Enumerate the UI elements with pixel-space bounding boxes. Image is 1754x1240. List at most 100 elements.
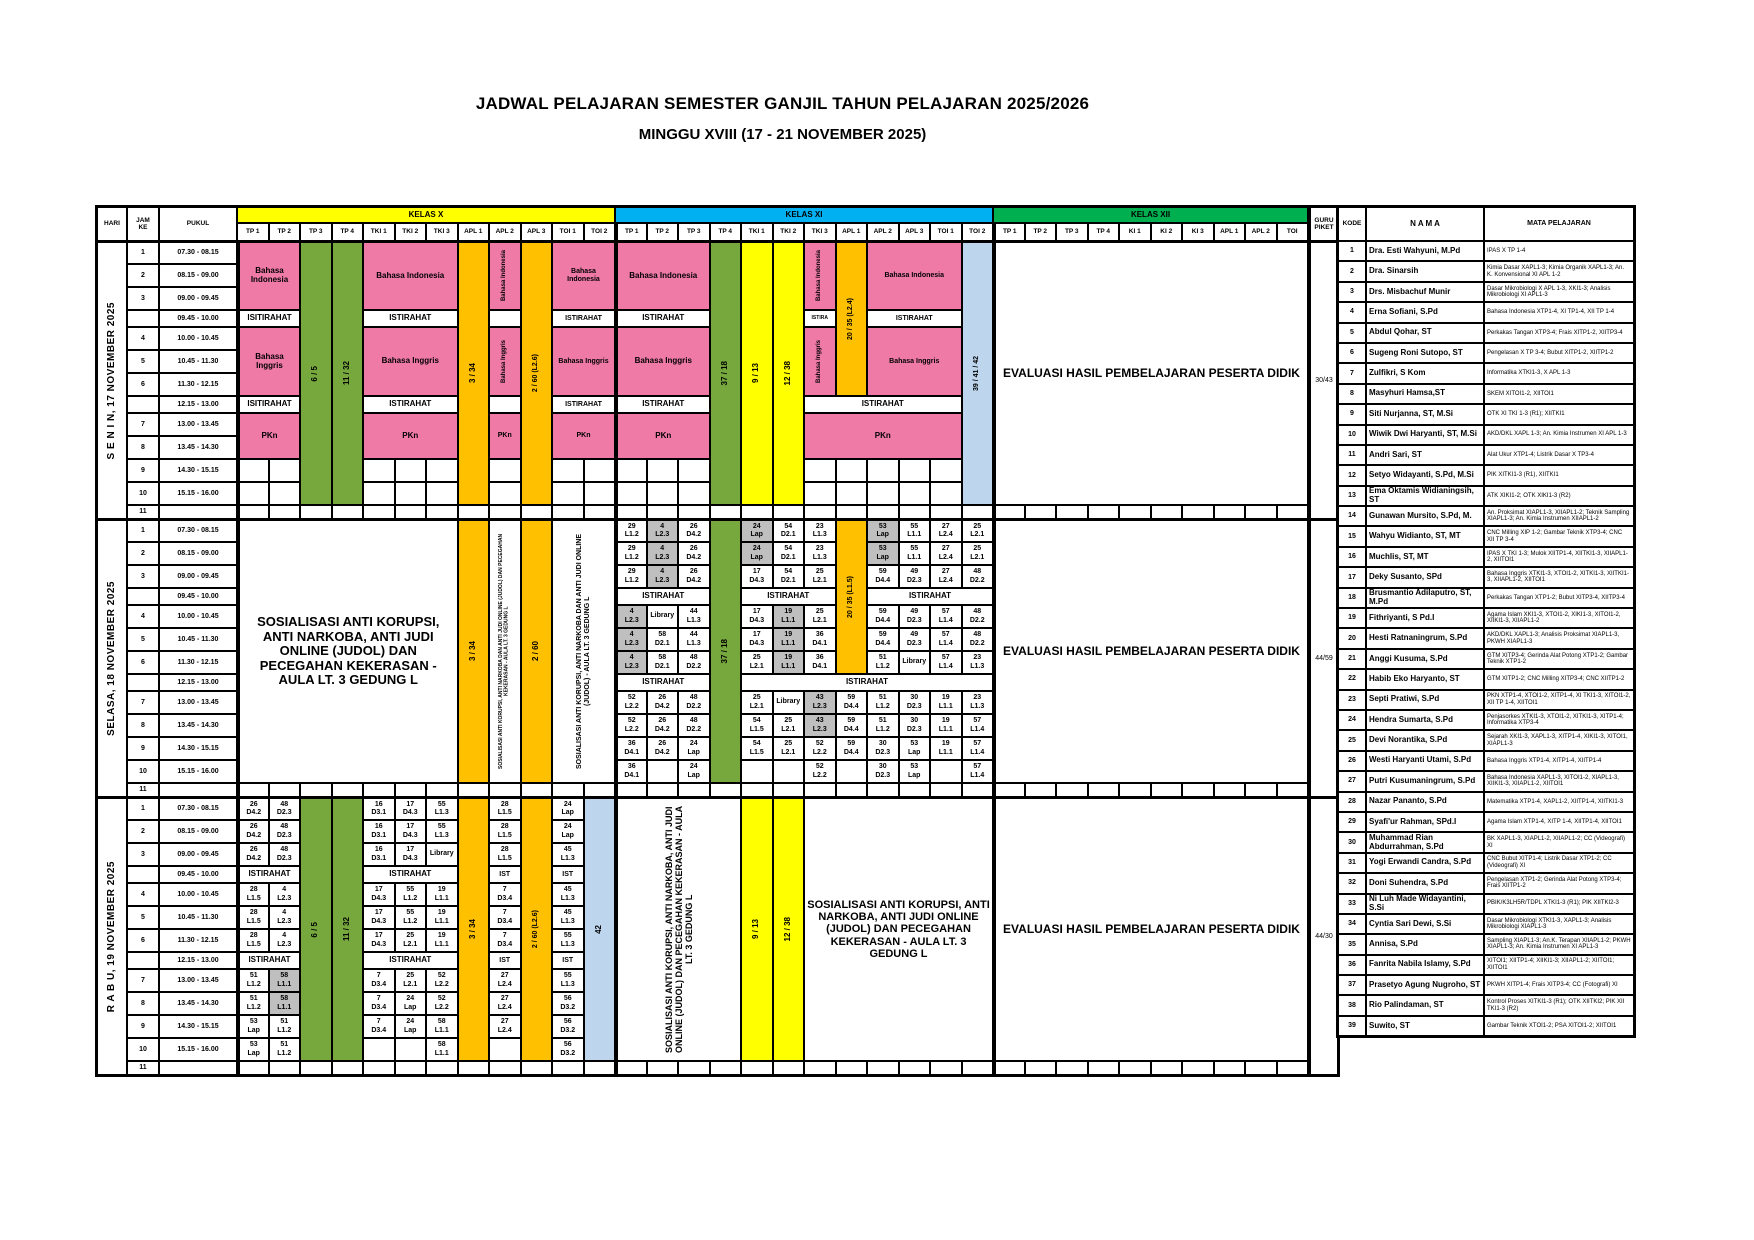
period-number <box>127 866 159 883</box>
schedule-block: ISTIRAHAT <box>552 396 615 413</box>
schedule-cell: 57 L1.4 <box>961 760 993 783</box>
schedule-block: 3 / 34 <box>457 519 489 783</box>
period-time: 10.45 - 11.30 <box>159 628 237 651</box>
schedule-cell: 17 D4.3 <box>741 565 773 588</box>
schedule-cell: 17 D4.3 <box>741 628 773 651</box>
empty-cell <box>867 459 899 482</box>
schedule-cell: 48 D2.2 <box>678 691 710 714</box>
period-time: 13.00 - 13.45 <box>159 413 237 436</box>
schedule-block: ISITIRAHAT <box>237 310 300 327</box>
teacher-subjects: PBIK/K3LH5R/TDPL XTKI1-3 (R1); PIK XIITK… <box>1484 893 1634 914</box>
header-class-column: APL 2 <box>489 223 521 241</box>
empty-cell <box>583 783 615 797</box>
empty-cell <box>583 505 615 519</box>
header-class-column: TP 4 <box>1087 223 1119 241</box>
empty-cell <box>363 505 395 519</box>
schedule-cell: 23 L1.3 <box>961 651 993 674</box>
day-label: SELASA, 18 NOVEMBER 2025 <box>97 519 127 797</box>
teacher-kode: 23 <box>1338 689 1366 710</box>
teacher-name: Dra. Esti Wahyuni, M.Pd <box>1366 241 1484 262</box>
schedule-block: ISTIRAHAT <box>615 588 710 605</box>
empty-cell <box>835 760 867 783</box>
schedule-cell: 30 D2.3 <box>867 760 899 783</box>
teacher-kode: 13 <box>1338 485 1366 507</box>
period-time: 09.45 - 10.00 <box>159 588 237 605</box>
schedule-cell: 56 D3.2 <box>552 1015 584 1038</box>
document-title: JADWAL PELAJARAN SEMESTER GANJIL TAHUN P… <box>95 94 1470 143</box>
schedule-block: IST <box>489 866 521 883</box>
teacher-subjects: BK XAPL1-3, XIAPL1-2, XIIAPL1-2; CC (Vid… <box>1484 832 1634 853</box>
teacher-name: Masyhuri Hamsa,ST <box>1366 383 1484 405</box>
schedule-cell: 7 D3.4 <box>489 906 521 929</box>
teacher-subjects: Pengelasan X TP 3-4; Bubut XITP1-2, XIIT… <box>1484 342 1634 364</box>
period-number <box>127 396 159 413</box>
header-class-column: APL 1 <box>1213 223 1245 241</box>
schedule-cell: 17 D4.3 <box>363 883 395 906</box>
schedule-cell: 25 L2.1 <box>772 737 804 760</box>
empty-cell <box>930 505 962 519</box>
teacher-name: Fanrita Nabila Islamy, S.Pd <box>1366 954 1484 976</box>
schedule-block: Bahasa Indonesia <box>489 241 521 310</box>
period-time: 10.00 - 10.45 <box>159 883 237 906</box>
schedule-cell: Library <box>898 651 930 674</box>
period-number: 4 <box>127 605 159 628</box>
empty-cell <box>898 505 930 519</box>
empty-cell <box>835 1061 867 1075</box>
empty-cell <box>615 505 647 519</box>
period-number: 7 <box>127 413 159 436</box>
schedule-block: PKn <box>804 413 962 459</box>
teacher-subjects: Gambar Teknik XTOI1-2; PSA XITOI1-2; XII… <box>1484 1015 1634 1037</box>
schedule-cell: 25 L2.1 <box>961 519 993 542</box>
empty-cell <box>520 1061 552 1075</box>
schedule-cell: 30 D2.3 <box>898 691 930 714</box>
teacher-kode: 10 <box>1338 424 1366 445</box>
header-class-column: TKI 2 <box>772 223 804 241</box>
guru-piket-value: 44/30 <box>1308 797 1338 1075</box>
schedule-cell: 53 Lap <box>867 542 899 565</box>
teacher-name: Yogi Erwandi Candra, S.Pd <box>1366 852 1484 874</box>
schedule-cell: 4 L2.3 <box>646 542 678 565</box>
schedule-cell: 51 L1.2 <box>268 1038 300 1061</box>
schedule-block: EVALUASI HASIL PEMBELAJARAN PESERTA DIDI… <box>993 797 1308 1061</box>
empty-cell <box>489 1061 521 1075</box>
schedule-block: 9 / 13 <box>741 241 773 505</box>
schedule-cell: 27 L2.4 <box>489 1015 521 1038</box>
empty-cell <box>457 505 489 519</box>
period-time: 15.15 - 16.00 <box>159 760 237 783</box>
schedule-cell: 4 L2.3 <box>268 883 300 906</box>
period-time: 15.15 - 16.00 <box>159 1038 237 1061</box>
schedule-cell: 53 Lap <box>898 737 930 760</box>
teacher-subjects: IPAS X TP 1-4 <box>1484 241 1634 262</box>
schedule-block: 9 / 13 <box>741 797 773 1061</box>
schedule-block: 11 / 32 <box>331 241 363 505</box>
period-time: 09.00 - 09.45 <box>159 843 237 866</box>
teacher-kode: 39 <box>1338 1015 1366 1037</box>
schedule-cell: 19 L1.1 <box>930 691 962 714</box>
schedule-cell: 26 D4.2 <box>646 714 678 737</box>
guru-piket-value: 44/59 <box>1308 519 1338 797</box>
empty-cell <box>1213 1061 1245 1075</box>
header-class-column: TKI 2 <box>394 223 426 241</box>
header-class-column: APL 1 <box>457 223 489 241</box>
schedule-block: ISTIRAHAT <box>741 588 836 605</box>
empty-cell <box>804 482 836 505</box>
schedule-cell: 49 D2.3 <box>898 628 930 651</box>
schedule-cell: 58 L1.1 <box>426 1038 458 1061</box>
schedule-cell: 48 D2.3 <box>268 797 300 820</box>
schedule-block: SOSIALISASI ANTI KORUPSI, ANTI NARKOBA, … <box>615 797 741 1061</box>
period-time: 08.15 - 09.00 <box>159 264 237 287</box>
empty-cell <box>268 482 300 505</box>
empty-cell <box>993 505 1025 519</box>
teacher-name: Hesti Ratnaningrum, S.Pd <box>1366 628 1484 649</box>
schedule-block: 20 / 35 (L1.5) <box>835 519 867 674</box>
header-class-column: TOI 1 <box>552 223 584 241</box>
empty-cell <box>835 783 867 797</box>
period-time <box>159 783 237 797</box>
schedule-block: ISTIRAHAT <box>363 396 458 413</box>
period-time: 10.45 - 11.30 <box>159 906 237 929</box>
teacher-kode: 31 <box>1338 852 1366 874</box>
schedule-cell: 54 L1.5 <box>741 714 773 737</box>
schedule-block: Bahasa Indonesia <box>615 241 710 310</box>
empty-cell <box>583 459 615 482</box>
empty-cell <box>394 783 426 797</box>
